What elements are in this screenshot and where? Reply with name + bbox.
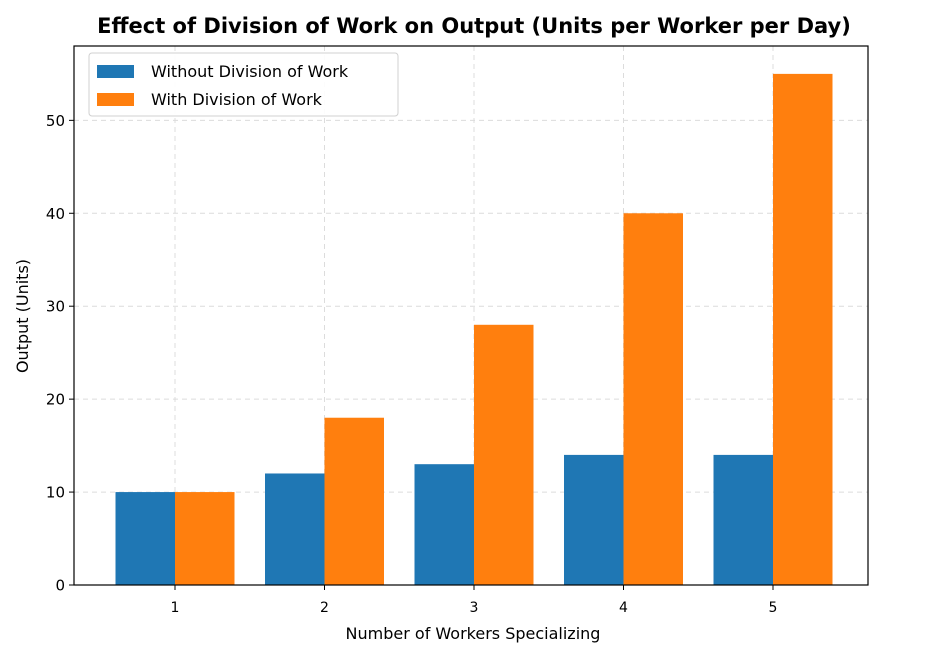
bars	[115, 73, 833, 586]
x-axis: 1 2 3 4 5	[171, 585, 778, 616]
y-tick-label: 0	[55, 577, 65, 595]
y-tick-label: 50	[46, 112, 65, 130]
bar-without-division	[414, 464, 474, 585]
y-tick-label: 20	[46, 391, 65, 409]
legend-frame	[88, 52, 399, 117]
bar-without-division	[713, 454, 773, 585]
x-tick-label: 1	[171, 600, 180, 616]
bar-with-division	[773, 73, 833, 586]
bar-without-division	[115, 492, 175, 585]
y-tick-label: 30	[46, 298, 65, 316]
bar-with-division	[175, 492, 235, 585]
x-tick-label: 4	[619, 600, 628, 616]
bar-with-division	[324, 417, 384, 585]
legend-label: Without Division of Work	[151, 62, 349, 81]
y-axis: 0 10 20 30 40 50	[46, 112, 74, 595]
bar-without-division	[564, 454, 624, 585]
legend-swatch	[97, 65, 134, 78]
chart-title: Effect of Division of Work on Output (Un…	[97, 14, 851, 38]
y-axis-label: Output (Units)	[13, 259, 32, 373]
y-tick-label: 10	[46, 484, 65, 502]
legend: Without Division of Work With Division of…	[88, 52, 399, 117]
bar-with-division	[623, 213, 683, 585]
x-tick-label: 5	[769, 600, 778, 616]
y-tick-label: 40	[46, 205, 65, 223]
bar-with-division	[474, 324, 534, 585]
plot-frame	[73, 45, 869, 586]
x-tick-label: 2	[320, 600, 329, 616]
legend-swatch	[97, 93, 134, 106]
legend-label: With Division of Work	[151, 90, 323, 109]
bar-without-division	[265, 473, 325, 585]
x-axis-label: Number of Workers Specializing	[346, 624, 601, 643]
x-tick-label: 3	[470, 600, 479, 616]
